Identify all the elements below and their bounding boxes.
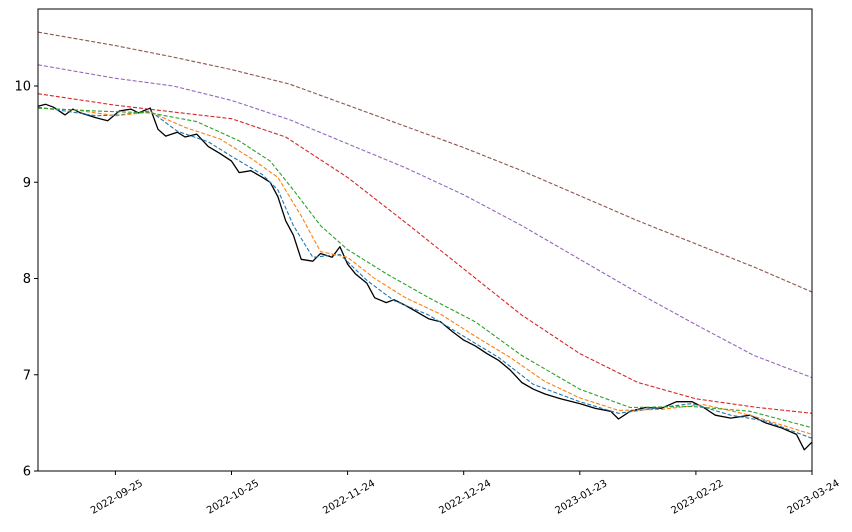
series-line-1 [37,106,813,439]
x-tick-label: 2023-03-24 [786,478,842,517]
y-tick-label: 9 [23,176,31,191]
y-tick-label: 10 [14,80,31,95]
y-tick-label: 6 [23,465,31,480]
series-line-2 [37,107,813,435]
x-tick-label: 2022-10-25 [205,478,261,517]
series-line-4 [37,93,813,414]
y-tick-label: 7 [23,368,31,383]
series-line-0 [37,103,813,451]
x-tick-label: 2022-12-24 [437,478,493,517]
series-line-3 [37,107,813,429]
x-tick-label: 2023-02-22 [670,478,726,517]
series-line-6 [37,31,813,293]
series-layer [37,31,813,451]
y-tick-label: 8 [23,272,31,287]
plot-frame [37,8,813,472]
axis-layer: 6 7 8 9 10 2022-09-25 2022-10-25 2022-11-24 2022… [14,80,841,517]
x-tick-label: 2022-11-24 [321,478,377,517]
x-tick-label: 2023-01-23 [553,478,609,517]
series-line-5 [37,64,813,379]
x-tick-label: 2022-09-25 [89,478,145,517]
